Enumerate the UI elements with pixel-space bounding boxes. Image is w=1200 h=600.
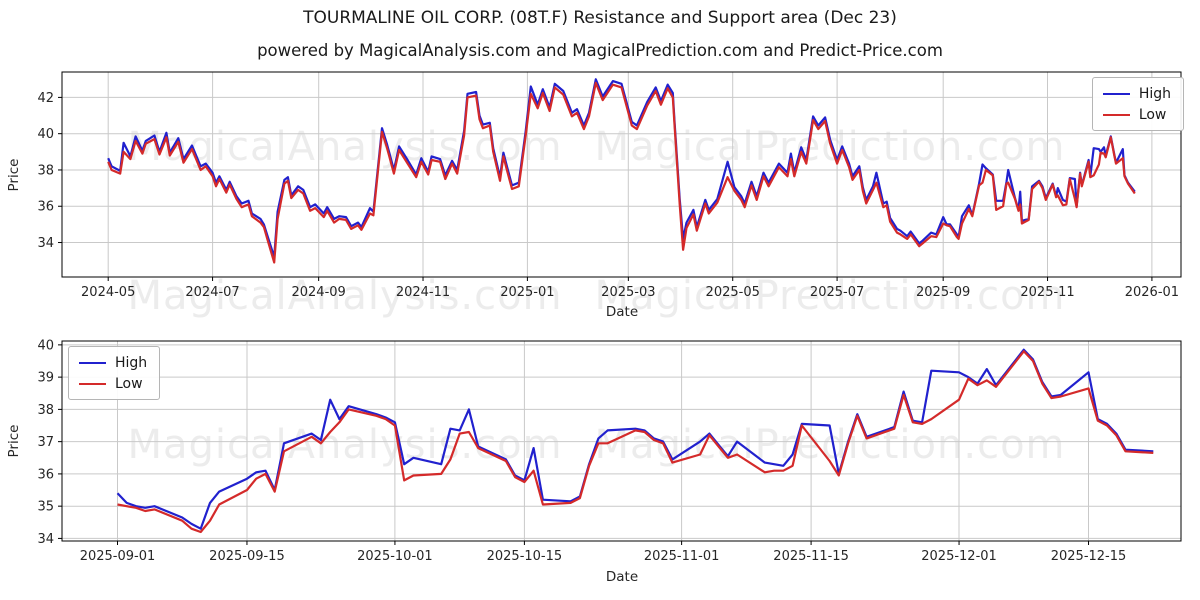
top-chart-legend: High Low <box>1091 77 1184 131</box>
top-x-axis-label: Date <box>606 304 638 320</box>
y-tick-label: 36 <box>37 200 54 215</box>
watermark-mid-right: MagicalPrediction.com <box>594 273 1066 319</box>
y-tick-label: 34 <box>37 532 54 547</box>
x-tick-label: 2025-01 <box>500 285 554 300</box>
legend-entry-low: Low <box>1102 104 1171 125</box>
legend-entry-high: High <box>79 352 147 373</box>
x-tick-label: 2025-12-15 <box>1051 549 1127 564</box>
axes-border <box>61 71 1182 278</box>
y-tick-label: 39 <box>37 371 54 386</box>
y-tick-label: 38 <box>37 163 54 178</box>
top-chart-plot: 34 36 38 40 42 2024-05 2024-07 2024-09 2024-11 20… <box>37 71 1182 300</box>
y-tick-label: 40 <box>37 338 54 353</box>
x-tick-label: 2024-09 <box>291 285 345 300</box>
low-line <box>107 81 1136 264</box>
page-subtitle: powered by MagicalAnalysis.com and Magic… <box>257 41 943 60</box>
high-line <box>116 348 1154 530</box>
watermark-bottom-left: MagicalAnalysis.com <box>127 422 563 468</box>
top-y-axis-label: Price <box>6 159 22 192</box>
x-tick-label: 2025-07 <box>810 285 864 300</box>
y-tick-label: 35 <box>37 500 54 515</box>
x-tick-label: 2025-09 <box>916 285 970 300</box>
x-tick-label: 2025-12-01 <box>921 549 997 564</box>
x-tick-label: 2025-03 <box>601 285 655 300</box>
low-line-swatch <box>1102 113 1130 116</box>
watermark-mid-left: MagicalAnalysis.com <box>127 273 563 319</box>
x-tick-label: 2026-01 <box>1125 285 1179 300</box>
x-tick-label: 2025-11-15 <box>773 549 849 564</box>
x-tick-label: 2025-05 <box>706 285 760 300</box>
high-line-swatch <box>1102 92 1130 95</box>
x-tick-label: 2025-10-01 <box>357 549 433 564</box>
bottom-chart-legend: High Low <box>68 346 161 400</box>
high-line-swatch <box>79 361 106 364</box>
y-tick-label: 40 <box>37 127 54 142</box>
x-tick-label: 2025-11-01 <box>644 549 720 564</box>
x-tick-label: 2025-09-01 <box>80 549 156 564</box>
y-tick-label: 38 <box>37 403 54 418</box>
legend-label-low: Low <box>1138 106 1167 123</box>
bottom-chart-plot: 34 35 36 37 38 39 40 2025-09-01 2025-09-15 2025-1… <box>37 338 1182 564</box>
low-line-swatch <box>79 382 106 385</box>
legend-label-high: High <box>115 354 148 371</box>
x-tick-label: 2024-05 <box>81 285 135 300</box>
legend-label-high: High <box>1138 85 1171 102</box>
x-tick-label: 2024-11 <box>396 285 450 300</box>
watermark-top-right: MagicalPrediction.com <box>594 124 1066 170</box>
y-tick-label: 42 <box>37 91 54 106</box>
y-tick-label: 34 <box>37 236 54 251</box>
page-title: TOURMALINE OIL CORP. (08T.F) Resistance … <box>303 8 897 28</box>
axes-border <box>61 340 1182 542</box>
legend-entry-high: High <box>1102 83 1171 104</box>
x-tick-label: 2025-11 <box>1020 285 1074 300</box>
y-tick-label: 37 <box>37 435 54 450</box>
low-line <box>117 350 1154 534</box>
legend-label-low: Low <box>115 375 143 392</box>
legend-entry-low: Low <box>79 373 147 394</box>
bottom-y-axis-label: Price <box>6 425 22 458</box>
bottom-x-axis-label: Date <box>606 569 638 585</box>
x-tick-label: 2024-07 <box>185 285 239 300</box>
y-tick-label: 36 <box>37 467 54 482</box>
x-tick-label: 2025-10-15 <box>487 549 563 564</box>
x-tick-label: 2025-09-15 <box>209 549 285 564</box>
